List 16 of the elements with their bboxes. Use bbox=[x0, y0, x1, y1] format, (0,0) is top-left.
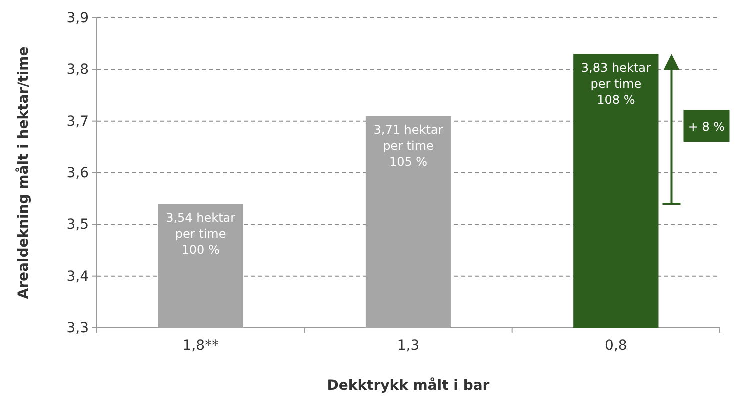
x-tick-label: 0,8 bbox=[605, 338, 628, 354]
y-tick-label: 3,7 bbox=[66, 114, 89, 130]
x-axis-title: Dekktrykk målt i bar bbox=[327, 377, 490, 394]
data-label: 3,71 hektar per time 105 % bbox=[374, 123, 444, 170]
y-tick-label: 3,6 bbox=[66, 165, 90, 182]
y-tick-label: 3,3 bbox=[66, 320, 89, 336]
y-axis-title: Arealdekning målt i hektar/time bbox=[15, 46, 32, 300]
x-tick-label: 1,8** bbox=[182, 338, 219, 354]
y-tick-label: 3,5 bbox=[66, 217, 89, 234]
y-tick-label: 3,8 bbox=[66, 62, 89, 78]
y-tick-label: 3,9 bbox=[66, 10, 89, 26]
x-tick-label: 1,3 bbox=[397, 338, 420, 354]
y-tick-label: 3,4 bbox=[66, 268, 90, 285]
data-label: 3,83 hektar per time 108 % bbox=[581, 61, 651, 108]
annotation: + 8 % bbox=[688, 120, 726, 134]
data-label: 3,54 hektar per time 100 % bbox=[166, 211, 236, 257]
